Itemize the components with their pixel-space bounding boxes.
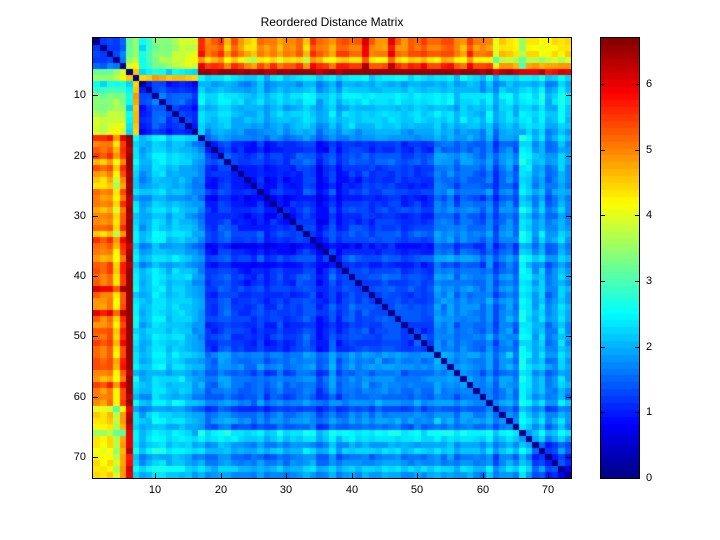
colorbar-tick: [601, 281, 605, 282]
y-axis-tick: [93, 156, 98, 157]
x-axis-tick: [221, 38, 222, 43]
y-axis-tick: [93, 216, 98, 217]
colorbar-gradient: [601, 38, 639, 478]
y-axis-tick: [566, 457, 571, 458]
y-axis-tick: [93, 457, 98, 458]
colorbar-tick: [601, 150, 605, 151]
x-axis-tick: [417, 38, 418, 43]
colorbar-tick: [635, 347, 639, 348]
y-axis-tick-label: 30: [73, 210, 86, 222]
x-axis-tick: [352, 38, 353, 43]
colorbar-tick: [635, 281, 639, 282]
colorbar-tick-label: 3: [646, 275, 653, 287]
colorbar-tick-label: 6: [646, 78, 653, 90]
x-axis-tick-label: 50: [410, 484, 424, 496]
y-axis-tick-label: 70: [73, 451, 86, 463]
x-axis-tick: [483, 38, 484, 43]
y-axis-tick: [93, 95, 98, 96]
y-axis-tick-label: 40: [73, 270, 86, 282]
y-axis-tick-label: 60: [73, 391, 86, 403]
distance-matrix-heatmap: [93, 38, 571, 478]
x-axis-tick: [155, 473, 156, 478]
colorbar-tick-label: 4: [646, 209, 653, 221]
x-axis-tick-label: 30: [279, 484, 293, 496]
x-axis-tick: [286, 473, 287, 478]
y-axis-tick-label: 10: [73, 89, 86, 101]
x-axis-tick-label: 70: [541, 484, 555, 496]
y-axis-tick-label: 20: [73, 150, 86, 162]
y-axis-tick: [566, 397, 571, 398]
colorbar-tick: [635, 150, 639, 151]
colorbar-tick: [635, 84, 639, 85]
colorbar-tick-label: 2: [646, 341, 653, 353]
x-axis-tick: [221, 473, 222, 478]
y-axis-tick: [566, 336, 571, 337]
y-axis-tick: [566, 95, 571, 96]
x-axis-tick-label: 10: [148, 484, 162, 496]
x-axis-tick: [352, 473, 353, 478]
chart-title: Reordered Distance Matrix: [260, 15, 404, 29]
x-axis-tick: [483, 473, 484, 478]
colorbar: [600, 37, 640, 479]
y-axis-tick: [93, 336, 98, 337]
colorbar-tick-label: 5: [646, 144, 653, 156]
x-axis-tick-label: 20: [214, 484, 228, 496]
x-axis-tick-label: 60: [476, 484, 490, 496]
colorbar-tick: [601, 215, 605, 216]
colorbar-tick: [601, 412, 605, 413]
heatmap-plot-area: [92, 37, 572, 479]
x-axis-tick: [548, 473, 549, 478]
y-axis-tick: [566, 156, 571, 157]
y-axis-tick: [93, 276, 98, 277]
x-axis-tick: [155, 38, 156, 43]
x-axis-tick: [548, 38, 549, 43]
colorbar-tick: [635, 412, 639, 413]
x-axis-tick: [417, 473, 418, 478]
colorbar-tick-label: 0: [646, 472, 653, 484]
y-axis-tick-label: 50: [73, 330, 86, 342]
y-axis-tick: [93, 397, 98, 398]
colorbar-tick-label: 1: [646, 406, 653, 418]
colorbar-tick: [635, 215, 639, 216]
y-axis-tick: [566, 216, 571, 217]
x-axis-tick: [286, 38, 287, 43]
x-axis-tick-label: 40: [345, 484, 359, 496]
colorbar-tick: [601, 84, 605, 85]
y-axis-tick: [566, 276, 571, 277]
colorbar-tick: [601, 347, 605, 348]
